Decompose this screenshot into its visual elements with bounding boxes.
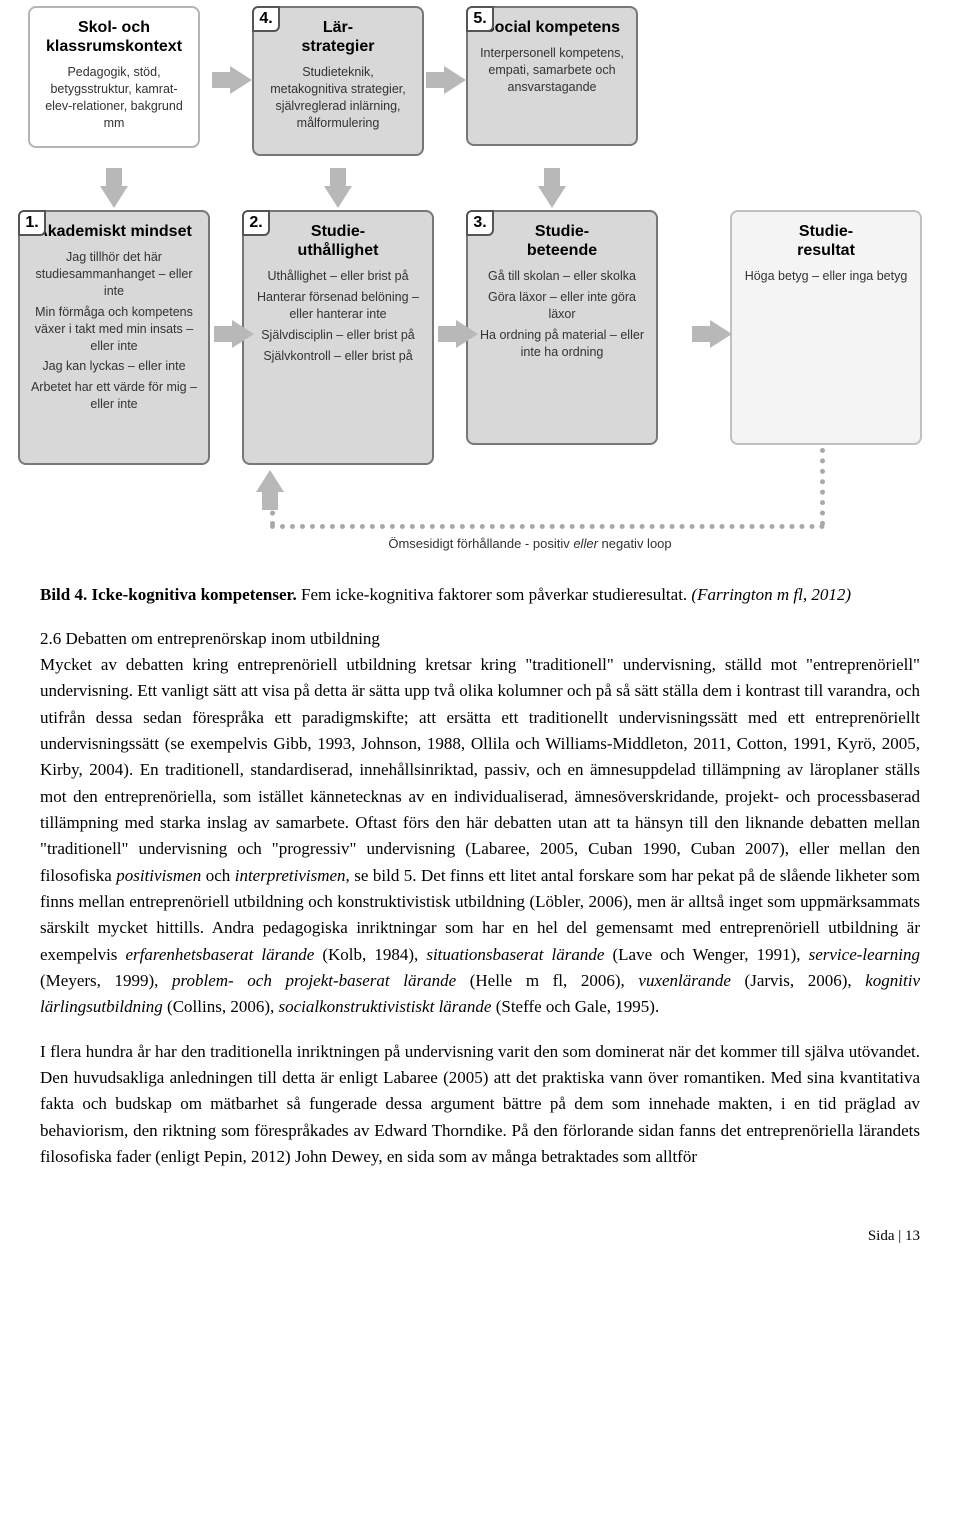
box-akademiskt-mindset: 1.Akademiskt mindset Jag tillhör det här …: [18, 210, 210, 465]
box-text: Studieteknik, metakognitiva strategier, …: [264, 64, 412, 132]
arrow-icon: [232, 320, 254, 348]
para1-italic-2: interpretivismen: [235, 866, 346, 885]
arrow-icon: [456, 320, 478, 348]
section-heading: 2.6 Debatten om entreprenörskap inom utb…: [40, 629, 380, 648]
caption-bold: Bild 4. Icke-kognitiva kompetenser.: [40, 585, 297, 604]
box-title: Studie-beteende: [480, 222, 644, 260]
box-text: Jag kan lyckas – eller inte: [30, 358, 198, 375]
arrow-icon: [100, 186, 128, 208]
box-text: Jag tillhör det här studiesammanhanget –…: [30, 249, 198, 300]
box-text: Hanterar försenad belöning – eller hante…: [254, 289, 422, 323]
box-studieuthallighet: 2.Studie-uthållighet Uthållighet – eller …: [242, 210, 434, 465]
box-text: Interpersonell kompetens, empati, samarb…: [478, 45, 626, 96]
diagram-container: Skol- och klassrumskontext Pedagogik, stö…: [0, 0, 960, 570]
para1-italic-6: problem- och projekt-baserat lärande: [172, 971, 456, 990]
paragraph-2-6: 2.6 Debatten om entreprenörskap inom utb…: [40, 626, 920, 1021]
para1-italic-3: erfarenhetsbaserat lärande: [126, 945, 315, 964]
para1-mid: och: [201, 866, 234, 885]
caption-rest: Fem icke-kognitiva faktorer som påverkar…: [297, 585, 692, 604]
box-text: Självkontroll – eller brist på: [254, 348, 422, 365]
box-title: Studie-resultat: [744, 222, 908, 260]
paragraph-history: I flera hundra år har den traditionella …: [40, 1039, 920, 1171]
page-number: Sida | 13: [0, 1218, 960, 1265]
para1-italic-1: positivismen: [116, 866, 201, 885]
box-text: Arbetet har ett värde för mig – eller in…: [30, 379, 198, 413]
arrow-icon: [324, 186, 352, 208]
box-title: Lär-strategier: [266, 18, 410, 56]
para1-italic-9: socialkonstruktivistiskt lärande: [279, 997, 492, 1016]
box-text: Uthållighet – eller brist på: [254, 268, 422, 285]
box-number: 3.: [466, 210, 494, 236]
box-text: Min förmåga och kompetens växer i takt m…: [30, 304, 198, 355]
para1-main: Mycket av debatten kring entreprenöriell…: [40, 655, 920, 885]
loop-text-italic: eller: [573, 536, 598, 551]
loop-text-post: negativ loop: [598, 536, 672, 551]
arrow-icon: [444, 66, 466, 94]
box-larstrategier: 4.Lär-strategier Studieteknik, metakognit…: [252, 6, 424, 156]
box-text: Pedagogik, stöd, betygsstruktur, kamrat-…: [40, 64, 188, 132]
box-text: Självdisciplin – eller brist på: [254, 327, 422, 344]
content-body: Bild 4. Icke-kognitiva kompetenser. Fem …: [0, 582, 960, 1218]
para1-italic-7: vuxenlärande: [638, 971, 731, 990]
loop-label: Ömsesidigt förhållande - positiv eller n…: [300, 536, 760, 551]
arrow-icon: [710, 320, 732, 348]
box-number: 2.: [242, 210, 270, 236]
caption-source: (Farrington m fl, 2012): [691, 585, 851, 604]
para1-italic-4: situationsbaserat lärande: [426, 945, 604, 964]
loop-line: [820, 448, 825, 526]
arrow-icon: [538, 186, 566, 208]
box-text: Göra läxor – eller inte göra läxor: [478, 289, 646, 323]
arrow-icon: [256, 470, 284, 492]
loop-line: [270, 524, 825, 529]
box-number: 5.: [466, 6, 494, 32]
box-number: 1.: [18, 210, 46, 236]
box-skol-klassrum: Skol- och klassrumskontext Pedagogik, stö…: [28, 6, 200, 148]
box-title: Social kompetens: [480, 18, 624, 37]
box-social-kompetens: 5.Social kompetens Interpersonell kompete…: [466, 6, 638, 146]
box-studieresultat: Studie-resultat Höga betyg – eller inga b…: [730, 210, 922, 445]
box-title: Studie-uthållighet: [256, 222, 420, 260]
para1-italic-5: service-learning: [809, 945, 920, 964]
box-text: Ha ordning på material – eller inte ha o…: [478, 327, 646, 361]
figure-caption: Bild 4. Icke-kognitiva kompetenser. Fem …: [40, 582, 920, 608]
loop-text-pre: Ömsesidigt förhållande - positiv: [388, 536, 573, 551]
arrow-icon: [230, 66, 252, 94]
box-title: Skol- och klassrumskontext: [42, 18, 186, 56]
box-text: Gå till skolan – eller skolka: [478, 268, 646, 285]
box-text: Höga betyg – eller inga betyg: [742, 268, 910, 285]
box-number: 4.: [252, 6, 280, 32]
box-title: Akademiskt mindset: [32, 222, 196, 241]
box-studiebeteende: 3.Studie-beteende Gå till skolan – eller …: [466, 210, 658, 445]
